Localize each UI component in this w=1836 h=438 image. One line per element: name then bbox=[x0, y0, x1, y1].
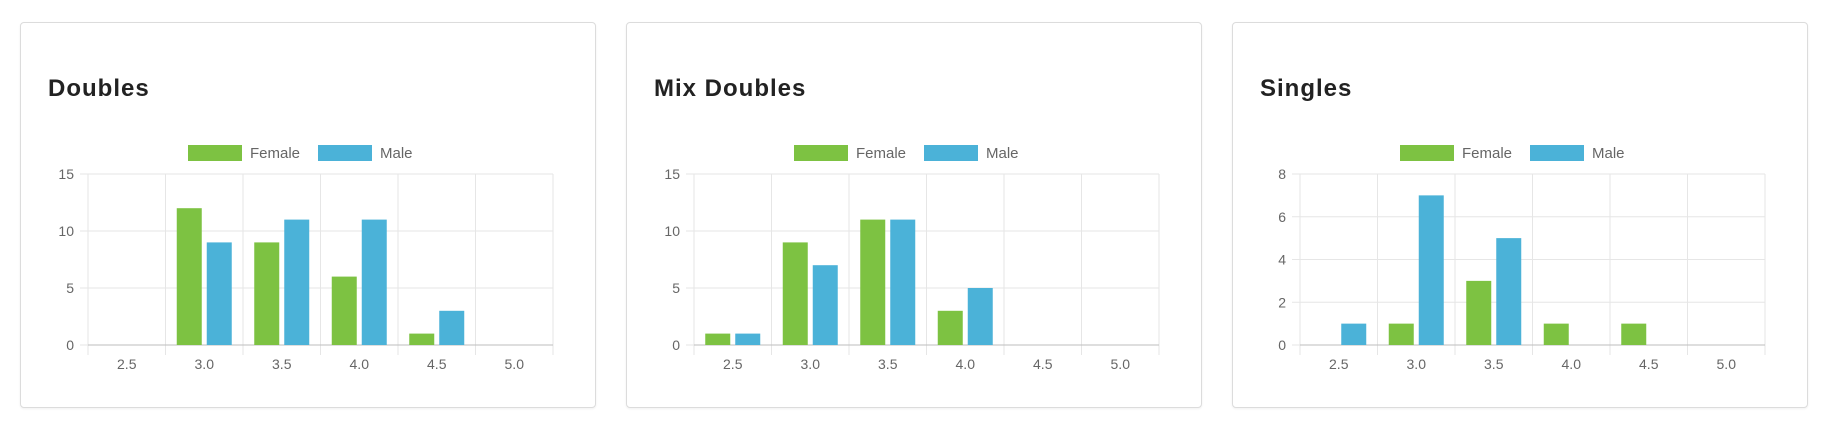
x-tick-label: 2.5 bbox=[1329, 356, 1349, 372]
card-title: Mix Doubles bbox=[654, 75, 807, 102]
legend-label-female: Female bbox=[1462, 145, 1512, 162]
bar-female-3.5 bbox=[860, 219, 886, 345]
legend-swatch-male bbox=[924, 145, 978, 161]
bar-male-4.0 bbox=[361, 219, 387, 345]
bar-female-4.5 bbox=[1621, 323, 1647, 345]
bar-female-3.0 bbox=[1388, 323, 1414, 345]
x-tick-label: 4.5 bbox=[1639, 356, 1659, 372]
x-tick-label: 3.0 bbox=[195, 356, 215, 372]
card-mix-doubles: Mix Doubles Female Male 0 5 10 15 2.5 3.0 3.5 4.0… bbox=[626, 22, 1202, 408]
legend-swatch-female bbox=[188, 145, 242, 161]
y-tick-label: 10 bbox=[58, 223, 74, 239]
bar-female-4.5 bbox=[409, 333, 435, 345]
y-tick-label: 2 bbox=[1278, 294, 1286, 310]
card-title: Doubles bbox=[48, 75, 150, 102]
y-tick-label: 0 bbox=[1278, 337, 1286, 353]
bar-male-2.5 bbox=[735, 333, 761, 345]
bar-male-3.0 bbox=[206, 242, 232, 345]
y-tick-label: 15 bbox=[58, 166, 74, 182]
bar-male-4.5 bbox=[439, 310, 465, 345]
chart-mix-doubles: Female Male 0 5 10 15 2.5 3.0 3.5 4.0 4.5 5.0 bbox=[664, 145, 1160, 372]
x-tick-label: 4.0 bbox=[1562, 356, 1582, 372]
y-tick-label: 0 bbox=[66, 337, 74, 353]
y-tick-label: 8 bbox=[1278, 166, 1286, 182]
bar-male-3.0 bbox=[812, 265, 838, 345]
bar-female-3.5 bbox=[254, 242, 280, 345]
x-tick-label: 4.5 bbox=[427, 356, 447, 372]
legend-swatch-female bbox=[1400, 145, 1454, 161]
x-tick-label: 4.0 bbox=[956, 356, 976, 372]
legend-swatch-male bbox=[318, 145, 372, 161]
legend: Female Male bbox=[794, 145, 1019, 162]
x-tick-label: 3.5 bbox=[1484, 356, 1504, 372]
legend-label-female: Female bbox=[856, 145, 906, 162]
bar-female-3.0 bbox=[176, 208, 202, 345]
x-tick-label: 3.5 bbox=[878, 356, 898, 372]
bar-male-2.5 bbox=[1341, 323, 1367, 345]
legend-label-male: Male bbox=[986, 145, 1019, 162]
x-tick-label: 5.0 bbox=[1111, 356, 1131, 372]
legend: Female Male bbox=[188, 145, 413, 162]
y-tick-label: 15 bbox=[664, 166, 680, 182]
y-tick-label: 5 bbox=[672, 280, 680, 296]
bar-female-4.0 bbox=[937, 310, 963, 345]
bar-female-4.0 bbox=[1543, 323, 1569, 345]
y-tick-label: 6 bbox=[1278, 209, 1286, 225]
bar-female-3.5 bbox=[1466, 280, 1492, 345]
chart-doubles: Female Male 0 5 10 15 2.5 3.0 3.5 4.0 4.5 5.0 bbox=[58, 145, 554, 372]
x-tick-label: 4.0 bbox=[350, 356, 370, 372]
bar-female-4.0 bbox=[331, 276, 357, 345]
card-singles: Singles Female Male 0 2 4 6 8 2.5 3.0 3.5 4.0 4.5 5.… bbox=[1232, 22, 1808, 408]
x-tick-label: 3.0 bbox=[1407, 356, 1427, 372]
legend-swatch-female bbox=[794, 145, 848, 161]
x-tick-label: 5.0 bbox=[505, 356, 525, 372]
x-tick-label: 3.5 bbox=[272, 356, 292, 372]
legend: Female Male bbox=[1400, 145, 1625, 162]
bar-male-3.5 bbox=[284, 219, 310, 345]
y-tick-label: 10 bbox=[664, 223, 680, 239]
card-title: Singles bbox=[1260, 75, 1353, 102]
card-doubles: Doubles Female Male 0 5 10 15 2.5 3.0 3.5 4.0 4.5 5… bbox=[20, 22, 596, 408]
x-tick-label: 4.5 bbox=[1033, 356, 1053, 372]
bar-female-3.0 bbox=[782, 242, 808, 345]
y-tick-label: 4 bbox=[1278, 252, 1286, 268]
legend-swatch-male bbox=[1530, 145, 1584, 161]
bar-female-2.5 bbox=[705, 333, 731, 345]
chart-singles: Female Male 0 2 4 6 8 2.5 3.0 3.5 4.0 4.5 5.0 bbox=[1278, 145, 1766, 372]
x-tick-label: 2.5 bbox=[117, 356, 137, 372]
bar-male-3.5 bbox=[890, 219, 916, 345]
bar-male-4.0 bbox=[967, 288, 993, 345]
bar-male-3.5 bbox=[1496, 238, 1522, 345]
legend-label-male: Male bbox=[380, 145, 413, 162]
x-tick-label: 3.0 bbox=[801, 356, 821, 372]
x-tick-label: 5.0 bbox=[1717, 356, 1737, 372]
y-tick-label: 0 bbox=[672, 337, 680, 353]
legend-label-female: Female bbox=[250, 145, 300, 162]
legend-label-male: Male bbox=[1592, 145, 1625, 162]
bar-male-3.0 bbox=[1418, 195, 1444, 345]
x-tick-label: 2.5 bbox=[723, 356, 743, 372]
y-tick-label: 5 bbox=[66, 280, 74, 296]
